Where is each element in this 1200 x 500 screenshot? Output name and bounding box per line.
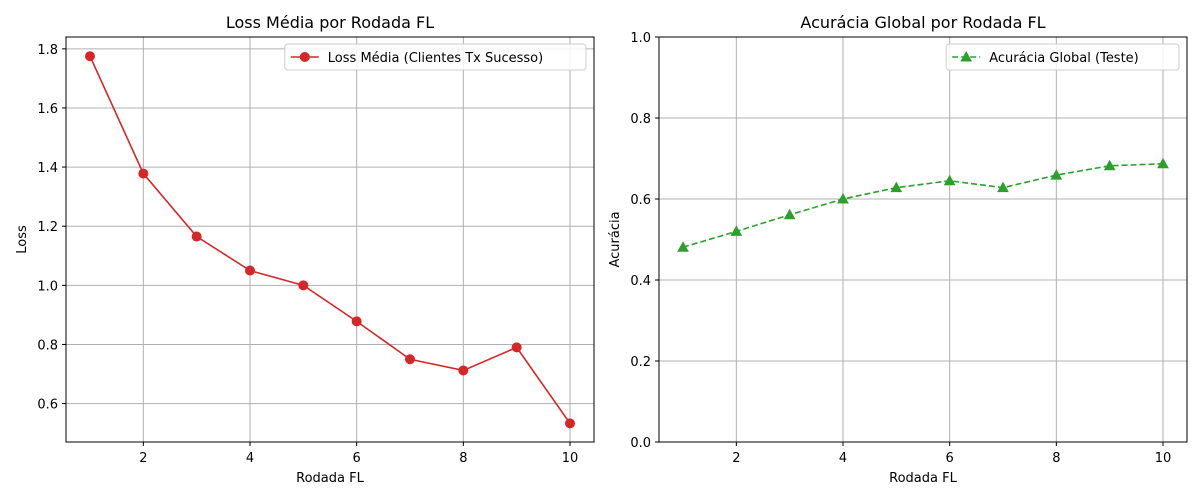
series-line (682, 162, 1164, 248)
x-tick-label: 6 (946, 451, 954, 466)
y-tick-label: 0.2 (630, 355, 651, 370)
y-axis-label: Acurácia (608, 211, 623, 267)
x-tick-label: 10 (562, 451, 579, 466)
data-point (351, 316, 362, 327)
axes-frame (65, 36, 595, 443)
y-tick-label: 1.2 (37, 220, 58, 235)
legend-label: Acurácia Global (Teste) (989, 51, 1139, 66)
x-tick-label: 2 (139, 451, 147, 466)
legend-marker (299, 52, 310, 62)
x-tick-label: 2 (732, 451, 740, 466)
x-tick-label: 8 (459, 451, 467, 466)
legend-marker (960, 50, 973, 62)
y-tick-label: 0.8 (37, 338, 58, 353)
data-point (1050, 169, 1063, 180)
data-point (405, 354, 415, 365)
legend: Acurácia Global (Teste) (945, 43, 1180, 71)
series-line (89, 55, 571, 424)
x-tick-label: 4 (246, 451, 254, 466)
chart-title: Loss Média por Rodada FL (226, 13, 434, 32)
x-tick-label: 4 (839, 451, 847, 466)
y-tick-label: 0.8 (630, 112, 651, 127)
x-tick-label: 8 (1052, 451, 1060, 466)
y-tick-label: 0.6 (37, 398, 58, 413)
chart-2: 2 4 6 8 10 0.0 0.2 0.4 0.6 0.8 1.0 Acurácia Global … (608, 13, 1188, 486)
data-point (511, 342, 522, 353)
data-point (245, 265, 255, 276)
data-point (1103, 159, 1116, 171)
legend: Loss Média (Clientes Tx Sucesso) (284, 43, 587, 71)
legend-box (945, 43, 1180, 71)
data-point (677, 241, 689, 252)
x-tick-label: 6 (353, 451, 361, 466)
x-tick-label: 10 (1155, 451, 1172, 466)
data-point (1157, 157, 1169, 169)
y-tick-label: 1.4 (37, 161, 58, 176)
axes-frame (658, 36, 1188, 443)
y-axis-label: Loss (15, 225, 30, 254)
chart-title: Acurácia Global por Rodada FL (800, 13, 1045, 32)
y-tick-label: 0.4 (630, 274, 651, 289)
y-tick-label: 0.6 (630, 193, 651, 208)
chart-1: 2 4 6 8 10 0.6 0.8 1.0 1.2 1.4 1.6 1.8 Loss Média po… (15, 13, 595, 486)
data-point (730, 225, 743, 236)
data-point (85, 51, 95, 62)
y-tick-label: 1.0 (630, 31, 651, 46)
x-axis-label: Rodada FL (889, 471, 957, 486)
y-tick-label: 1.6 (37, 102, 58, 117)
data-point (298, 280, 309, 291)
data-point (837, 192, 849, 204)
data-point (138, 168, 149, 179)
x-axis-label: Rodada FL (296, 471, 364, 486)
legend-box (284, 43, 587, 71)
data-point (997, 181, 1009, 193)
data-point (943, 174, 956, 186)
data-point (565, 418, 575, 429)
y-tick-label: 1.0 (37, 279, 58, 294)
legend-label: Loss Média (Clientes Tx Sucesso) (328, 51, 543, 66)
y-tick-label: 1.8 (37, 43, 58, 58)
data-point (890, 181, 903, 193)
data-point (783, 208, 796, 220)
data-point (191, 231, 202, 242)
data-point (458, 365, 469, 376)
y-tick-label: 0.0 (630, 436, 651, 451)
